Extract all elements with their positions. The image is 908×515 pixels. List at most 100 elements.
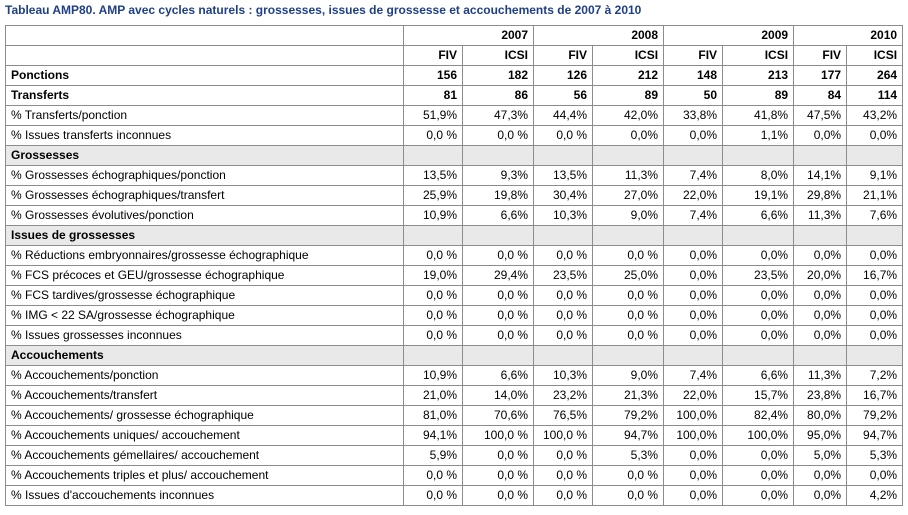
section-header-row: Issues de grossesses	[5, 225, 904, 246]
value-cell: 6,6%	[461, 365, 535, 386]
value-cell: 33,8%	[663, 105, 724, 126]
value-cell: 14,1%	[793, 165, 848, 186]
table-row: % Accouchements/transfert 21,0% 14,0% 23,2%…	[5, 385, 904, 406]
value-cell: 7,4%	[663, 165, 724, 186]
value-cell: 0,0%	[793, 285, 848, 306]
value-cell: 43,2%	[846, 105, 904, 126]
value-cell: 86	[461, 85, 535, 106]
section-empty-cell	[663, 225, 724, 246]
section-title: Grossesses	[5, 145, 404, 166]
value-cell: 0,0%	[793, 485, 848, 506]
row-label: % Grossesses échographiques/ponction	[5, 165, 404, 186]
value-cell: 25,0%	[592, 265, 665, 286]
table-row: % IMG < 22 SA/grossesse échographique 0,0…	[5, 305, 904, 326]
value-cell: 8,0%	[722, 165, 795, 186]
technique-header-cell: ICSI	[592, 45, 665, 66]
value-cell: 25,9%	[403, 185, 463, 206]
technique-header-cell: FIV	[403, 45, 463, 66]
value-cell: 9,1%	[846, 165, 904, 186]
value-cell: 0,0%	[722, 245, 795, 266]
row-label: % FCS tardives/grossesse échographique	[5, 285, 404, 306]
value-cell: 0,0%	[663, 305, 724, 326]
value-cell: 84	[793, 85, 848, 106]
table-row: % Issues transferts inconnues 0,0 % 0,0 % 0…	[5, 125, 904, 146]
section-empty-cell	[722, 145, 795, 166]
section-empty-cell	[533, 225, 594, 246]
value-cell: 0,0 %	[533, 485, 594, 506]
value-cell: 44,4%	[533, 105, 594, 126]
value-cell: 0,0 %	[592, 285, 665, 306]
value-cell: 22,0%	[663, 185, 724, 206]
value-cell: 0,0 %	[461, 485, 535, 506]
value-cell: 100,0%	[663, 425, 724, 446]
value-cell: 0,0%	[846, 305, 904, 326]
table-title: Tableau AMP80. AMP avec cycles naturels …	[5, 3, 642, 17]
value-cell: 100,0%	[663, 405, 724, 426]
section-empty-cell	[592, 345, 665, 366]
section-empty-cell	[592, 225, 665, 246]
section-empty-cell	[793, 145, 848, 166]
table-row: % Grossesses échographiques/transfert 25,…	[5, 185, 904, 206]
value-cell: 16,7%	[846, 385, 904, 406]
section-empty-cell	[793, 345, 848, 366]
table-row: Ponctions 156 182 126 212 148 213 177 264	[5, 65, 904, 86]
value-cell: 5,3%	[846, 445, 904, 466]
table-row: % Accouchements/ponction 10,9% 6,6% 10,3% 9,…	[5, 365, 904, 386]
value-cell: 76,5%	[533, 405, 594, 426]
value-cell: 21,1%	[846, 185, 904, 206]
value-cell: 11,3%	[592, 165, 665, 186]
technique-header-cell: ICSI	[846, 45, 904, 66]
value-cell: 81,0%	[403, 405, 463, 426]
value-cell: 100,0%	[722, 425, 795, 446]
row-label: % Accouchements gémellaires/ accouchemen…	[5, 445, 404, 466]
value-cell: 0,0 %	[403, 305, 463, 326]
value-cell: 0,0%	[722, 285, 795, 306]
value-cell: 100,0 %	[461, 425, 535, 446]
value-cell: 42,0%	[592, 105, 665, 126]
row-label: % Issues d'accouchements inconnues	[5, 485, 404, 506]
value-cell: 126	[533, 65, 594, 86]
value-cell: 50	[663, 85, 724, 106]
value-cell: 70,6%	[461, 405, 535, 426]
value-cell: 7,4%	[663, 205, 724, 226]
section-empty-cell	[533, 145, 594, 166]
value-cell: 11,3%	[793, 205, 848, 226]
value-cell: 0,0%	[846, 285, 904, 306]
value-cell: 0,0%	[793, 245, 848, 266]
section-title: Issues de grossesses	[5, 225, 404, 246]
value-cell: 0,0 %	[533, 465, 594, 486]
value-cell: 0,0 %	[461, 305, 535, 326]
technique-header-row: FIV ICSI FIV ICSI FIV ICSI FIV ICSI	[5, 45, 904, 66]
section-empty-cell	[592, 145, 665, 166]
value-cell: 0,0%	[722, 445, 795, 466]
section-empty-cell	[846, 345, 904, 366]
value-cell: 9,3%	[461, 165, 535, 186]
value-cell: 7,4%	[663, 365, 724, 386]
value-cell: 0,0%	[663, 485, 724, 506]
value-cell: 156	[403, 65, 463, 86]
section-empty-cell	[793, 225, 848, 246]
value-cell: 0,0 %	[533, 285, 594, 306]
value-cell: 0,0 %	[592, 305, 665, 326]
value-cell: 0,0 %	[533, 325, 594, 346]
technique-header-cell: ICSI	[461, 45, 535, 66]
table-row: % FCS précoces et GEU/grossesse échograp…	[5, 265, 904, 286]
value-cell: 10,9%	[403, 365, 463, 386]
value-cell: 0,0%	[722, 465, 795, 486]
value-cell: 0,0 %	[533, 245, 594, 266]
value-cell: 27,0%	[592, 185, 665, 206]
value-cell: 0,0%	[663, 245, 724, 266]
section-empty-cell	[846, 145, 904, 166]
row-label: % Issues transferts inconnues	[5, 125, 404, 146]
row-label: % Accouchements uniques/ accouchement	[5, 425, 404, 446]
value-cell: 0,0%	[722, 485, 795, 506]
value-cell: 0,0%	[846, 465, 904, 486]
value-cell: 14,0%	[461, 385, 535, 406]
section-empty-cell	[533, 345, 594, 366]
value-cell: 0,0 %	[461, 125, 535, 146]
row-label: % Accouchements triples et plus/ accouch…	[5, 465, 404, 486]
value-cell: 41,8%	[722, 105, 795, 126]
value-cell: 0,0%	[793, 465, 848, 486]
table-row: % Transferts/ponction 51,9% 47,3% 44,4% 42,0…	[5, 105, 904, 126]
table-row: % Accouchements triples et plus/ accouch…	[5, 465, 904, 486]
